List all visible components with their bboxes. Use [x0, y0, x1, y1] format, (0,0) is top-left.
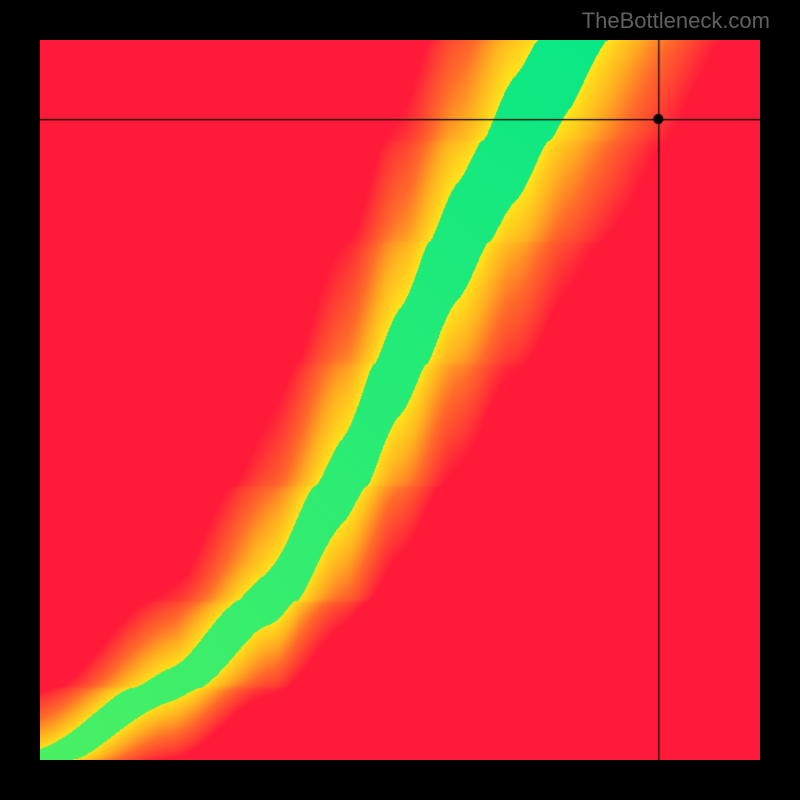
watermark-text: TheBottleneck.com	[582, 8, 770, 34]
heatmap-plot	[40, 40, 760, 760]
heatmap-canvas	[40, 40, 760, 760]
